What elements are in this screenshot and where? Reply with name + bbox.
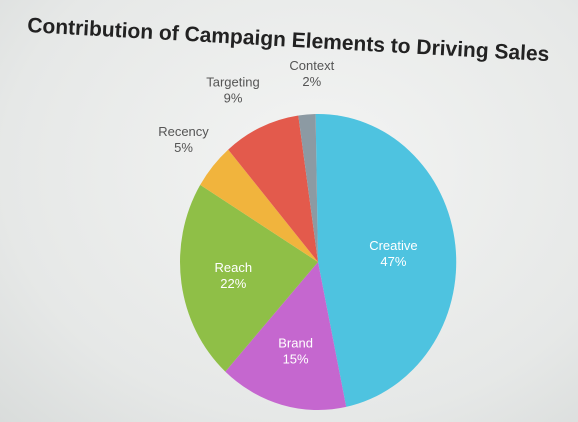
slice-label-targeting: Targeting xyxy=(206,75,259,90)
slice-value-targeting: 9% xyxy=(224,91,243,106)
slice-label-recency: Recency xyxy=(158,124,209,139)
pie-slice-recency xyxy=(200,149,318,262)
slice-label-creative: Creative xyxy=(369,238,417,253)
slice-label-brand: Brand xyxy=(278,336,313,351)
slice-value-creative: 47% xyxy=(380,254,406,269)
slice-value-reach: 22% xyxy=(220,276,246,291)
pie-slice-targeting xyxy=(228,115,318,262)
pie-slices xyxy=(180,113,457,411)
slice-label-context: Context xyxy=(289,58,334,73)
pie-slice-creative xyxy=(315,113,457,407)
slice-value-brand: 15% xyxy=(283,352,309,367)
pie-slice-context xyxy=(298,114,318,262)
slice-value-context: 2% xyxy=(302,74,321,89)
slice-label-reach: Reach xyxy=(215,260,253,275)
pie-slice-reach xyxy=(180,184,318,372)
pie-slice-brand xyxy=(225,262,347,411)
slice-value-recency: 5% xyxy=(174,140,193,155)
